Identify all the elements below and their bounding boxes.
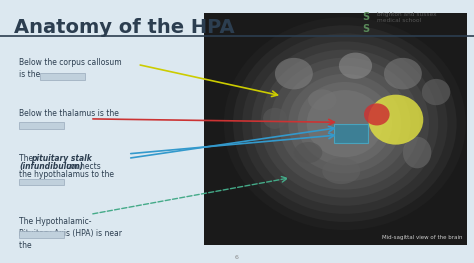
Bar [19, 122, 64, 129]
Ellipse shape [422, 79, 450, 105]
Ellipse shape [298, 82, 392, 165]
Text: The Hypothalamic-
Pituitary Axis (HPA) is near
the: The Hypothalamic- Pituitary Axis (HPA) i… [19, 217, 122, 250]
Text: brighton and sussex
medical school: brighton and sussex medical school [377, 12, 437, 23]
Text: Mid-sagittal view of the brain: Mid-sagittal view of the brain [382, 235, 462, 240]
Text: pituitary stalk: pituitary stalk [31, 154, 91, 163]
Ellipse shape [403, 137, 431, 168]
Ellipse shape [275, 58, 313, 89]
Ellipse shape [294, 142, 322, 163]
Text: the hypothalamus to the: the hypothalamus to the [19, 170, 114, 179]
Ellipse shape [339, 53, 372, 79]
Bar [19, 179, 64, 185]
Bar [334, 124, 368, 143]
Bar [40, 73, 85, 80]
Text: connects: connects [64, 162, 101, 171]
Ellipse shape [384, 58, 422, 89]
Text: S
S: S S [363, 12, 370, 34]
Ellipse shape [270, 58, 420, 190]
Text: Anatomy of the HPA: Anatomy of the HPA [14, 18, 235, 37]
Text: Below the thalamus is the: Below the thalamus is the [19, 109, 119, 118]
Text: Below the corpus callosum
is the: Below the corpus callosum is the [19, 58, 122, 79]
Ellipse shape [242, 33, 447, 214]
Ellipse shape [307, 90, 383, 157]
Bar [204, 13, 467, 245]
Ellipse shape [224, 17, 466, 230]
Ellipse shape [322, 158, 360, 184]
Ellipse shape [261, 49, 429, 198]
Text: 6: 6 [235, 255, 239, 260]
Ellipse shape [368, 95, 423, 145]
Ellipse shape [308, 89, 337, 110]
Text: (infundibulum): (infundibulum) [19, 162, 83, 171]
Ellipse shape [263, 108, 287, 129]
Ellipse shape [364, 103, 390, 125]
Ellipse shape [279, 66, 410, 181]
Ellipse shape [288, 74, 401, 173]
Text: The: The [19, 154, 36, 163]
Ellipse shape [233, 25, 456, 222]
Ellipse shape [251, 42, 438, 206]
Bar [19, 231, 64, 238]
